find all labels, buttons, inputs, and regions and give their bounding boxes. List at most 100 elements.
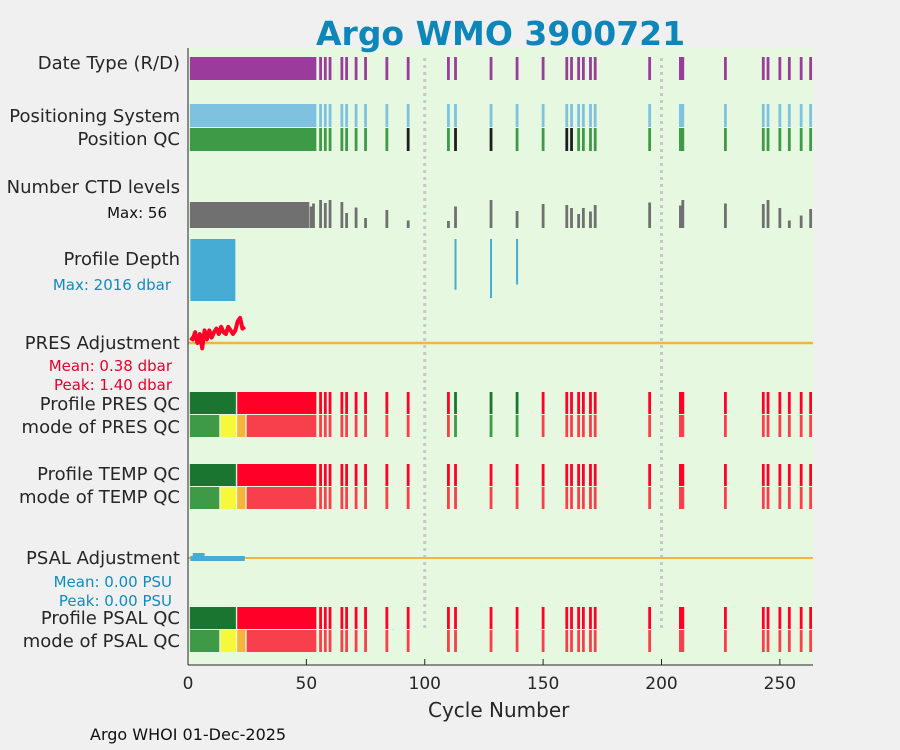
position-qc-tick-65 bbox=[340, 128, 344, 151]
pres-profile-tick-56 bbox=[319, 392, 322, 414]
pres-mode-tick-67 bbox=[345, 415, 349, 437]
temp-profile-tick-75 bbox=[364, 464, 367, 486]
positioning-tick-172 bbox=[593, 104, 597, 127]
temp-mode-tick-243 bbox=[761, 487, 765, 509]
temp-mode-tick-254 bbox=[787, 487, 791, 509]
positioning-tick-84 bbox=[385, 104, 389, 127]
temp-mode-tick-128 bbox=[489, 487, 493, 509]
label-profile-temp-qc: Profile TEMP QC bbox=[37, 464, 180, 485]
date-type-tick-162 bbox=[570, 57, 573, 80]
temp-mode-tick-165 bbox=[577, 487, 581, 509]
positioning-tick-167 bbox=[581, 104, 585, 127]
label-depth-max: Max: 2016 dbar bbox=[52, 276, 171, 294]
position-qc-tick-84 bbox=[385, 128, 389, 151]
label-mode-temp-qc: mode of TEMP QC bbox=[18, 487, 180, 508]
psal-mode-tick-167 bbox=[581, 630, 585, 652]
psal-profile-tick-209 bbox=[681, 607, 685, 629]
date-type-tick-165 bbox=[577, 57, 581, 80]
positioning-tick-259 bbox=[799, 104, 803, 127]
temp-profile-tick-195 bbox=[648, 464, 652, 486]
temp-profile-tick-259 bbox=[799, 464, 803, 486]
date-type-tick-172 bbox=[593, 57, 597, 80]
x-axis-label: Cycle Number bbox=[428, 698, 570, 722]
label-pres-mean: Mean: 0.38 dbar bbox=[48, 357, 172, 375]
psal-mode-tick-139 bbox=[515, 630, 519, 652]
position-qc-tick-208 bbox=[679, 128, 682, 151]
temp-profile-tick-160 bbox=[565, 464, 569, 486]
ctd-levels-tick-75 bbox=[364, 218, 367, 228]
psal-mode-tick-209 bbox=[681, 630, 685, 652]
temp-profile-tick-167 bbox=[581, 464, 585, 486]
label-profile-depth: Profile Depth bbox=[63, 249, 180, 270]
pres-profile-tick-67 bbox=[345, 392, 349, 414]
date-type-tick-84 bbox=[385, 57, 389, 80]
psal-profile-tick-113 bbox=[454, 607, 457, 629]
psal-profile-tick-71 bbox=[354, 607, 358, 629]
pres-profile-tick-65 bbox=[340, 392, 344, 414]
profile-depth-bar bbox=[190, 239, 236, 301]
position-qc-tick-67 bbox=[345, 128, 349, 151]
ctd-levels-tick-160 bbox=[565, 205, 569, 228]
temp-mode-tick-60 bbox=[328, 487, 332, 509]
ctd-levels-tick-208 bbox=[679, 205, 682, 228]
pres-mode-3 bbox=[220, 415, 236, 437]
pres-mode-tick-165 bbox=[577, 415, 581, 437]
temp-mode-3 bbox=[220, 487, 236, 509]
temp-profile-tick-170 bbox=[589, 464, 592, 486]
temp-profile-tick-243 bbox=[761, 464, 765, 486]
ctd-levels-tick-128 bbox=[489, 200, 493, 228]
ctd-levels-tick-263 bbox=[809, 209, 813, 228]
psal-profile-tick-128 bbox=[489, 607, 493, 629]
position-qc-tick-170 bbox=[589, 128, 592, 151]
temp-mode-tick-110 bbox=[447, 487, 450, 509]
temp-mode-1 bbox=[189, 487, 220, 509]
ctd-levels-tick-93 bbox=[406, 220, 410, 228]
date-type-tick-67 bbox=[345, 57, 349, 80]
pres-profile-tick-165 bbox=[577, 392, 581, 414]
label-profile-pres-qc: Profile PRES QC bbox=[39, 394, 180, 415]
ctd-levels-tick-150 bbox=[541, 204, 545, 228]
date-type-tick-259 bbox=[799, 57, 803, 80]
pres-profile-tick-150 bbox=[541, 392, 545, 414]
temp-profile-tick-56 bbox=[319, 464, 322, 486]
temp-mode-tick-245 bbox=[766, 487, 770, 509]
temp-profile-tick-93 bbox=[406, 464, 410, 486]
positioning-tick-263 bbox=[809, 104, 813, 127]
pres-profile-f bbox=[237, 392, 317, 414]
temp-profile-tick-60 bbox=[328, 464, 332, 486]
psal-profile-tick-162 bbox=[570, 607, 573, 629]
temp-profile-tick-65 bbox=[340, 464, 344, 486]
label-pres-adjustment: PRES Adjustment bbox=[24, 333, 180, 354]
positioning-tick-209 bbox=[681, 104, 685, 127]
pres-profile-tick-259 bbox=[799, 392, 803, 414]
ctd-levels-tick-52 bbox=[309, 206, 313, 228]
psal-mode-tick-113 bbox=[454, 630, 457, 652]
positioning-tick-65 bbox=[340, 104, 344, 127]
pres-profile-tick-245 bbox=[766, 392, 770, 414]
pres-mode-tick-195 bbox=[648, 415, 652, 437]
position-qc-tick-165 bbox=[577, 128, 581, 151]
label-ctd-levels: Number CTD levels bbox=[6, 177, 180, 198]
pres-mode-tick-263 bbox=[809, 415, 813, 437]
pres-mode-tick-170 bbox=[589, 415, 592, 437]
label-date-type: Date Type (R/D) bbox=[37, 53, 180, 74]
psal-profile-tick-170 bbox=[589, 607, 592, 629]
temp-mode-tick-71 bbox=[354, 487, 358, 509]
positioning-tick-170 bbox=[589, 104, 592, 127]
temp-profile-tick-71 bbox=[354, 464, 358, 486]
ctd-levels-tick-195 bbox=[648, 202, 652, 228]
psal-mode-tick-160 bbox=[565, 630, 569, 652]
temp-profile-tick-113 bbox=[454, 464, 457, 486]
label-psal-mean: Mean: 0.00 PSU bbox=[53, 573, 172, 591]
psal-profile-tick-254 bbox=[787, 607, 791, 629]
date-type-bar bbox=[189, 57, 317, 80]
ctd-levels-tick-110 bbox=[447, 221, 450, 228]
pres-mode-tick-75 bbox=[364, 415, 367, 437]
positioning-tick-113 bbox=[454, 104, 457, 127]
temp-profile-tick-110 bbox=[447, 464, 450, 486]
date-type-tick-65 bbox=[340, 57, 344, 80]
chart-title: Argo WMO 3900721 bbox=[316, 14, 686, 53]
positioning-tick-195 bbox=[648, 104, 652, 127]
pres-mode-tick-58 bbox=[323, 415, 327, 437]
